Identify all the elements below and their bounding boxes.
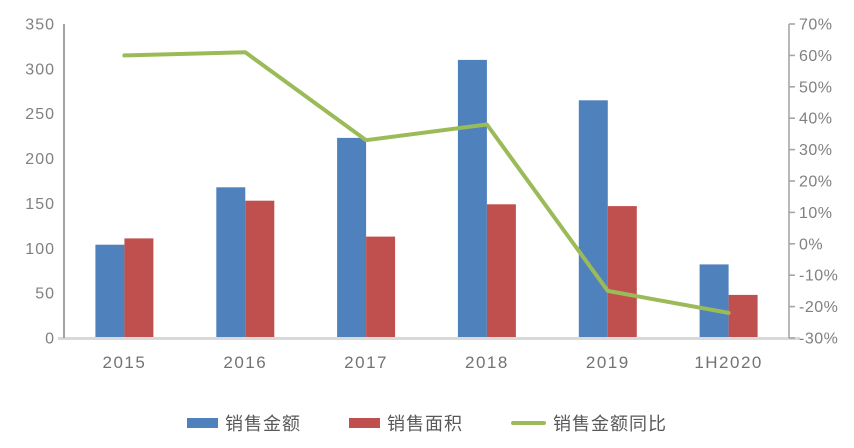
legend-item-sales-area: 销售面积 [349, 410, 463, 436]
sales-area-swatch-icon [349, 418, 380, 428]
right-axis-tick-label: -20% [799, 299, 838, 316]
sales-amount-swatch-icon [187, 418, 218, 428]
chart-legend: 销售金额 销售面积 销售金额同比 [0, 410, 854, 436]
left-axis-tick-label: 250 [25, 106, 55, 123]
right-axis-tick-label: -10% [799, 268, 838, 285]
x-axis-label-2019: 2019 [586, 353, 630, 372]
x-axis-label-2018: 2018 [465, 353, 509, 372]
legend-label-sales-area: 销售面积 [387, 414, 463, 434]
left-axis-tick-label: 0 [45, 331, 55, 348]
bar-sales-amount-2016 [216, 187, 246, 338]
right-axis-tick-label: 20% [799, 174, 833, 191]
right-axis-tick-label: 0% [799, 236, 823, 253]
right-axis-tick-label: -30% [799, 331, 838, 348]
bar-sales-area-2016 [245, 200, 275, 338]
x-axis-label-2017: 2017 [344, 353, 388, 372]
sales-combo-chart: 0 50 100 150 200 250 300 350 -30% -20% -10% 0% 10% 20… [0, 17, 854, 436]
bar-sales-area-1H2020 [728, 294, 758, 338]
x-axis-label-2015: 2015 [102, 353, 146, 372]
right-axis-tick-label: 10% [799, 205, 833, 222]
bar-sales-amount-2019 [578, 100, 608, 338]
legend-item-sales-amount-yoy: 销售金额同比 [511, 410, 667, 436]
left-axis-tick-label: 350 [25, 17, 55, 34]
left-axis-tick-label: 300 [25, 61, 55, 78]
right-axis-tick-label: 40% [799, 111, 833, 128]
right-axis-tick-label: 70% [799, 17, 833, 34]
bar-sales-area-2017 [366, 236, 396, 338]
bar-sales-area-2015 [124, 238, 154, 338]
left-axis-tick-label: 150 [25, 196, 55, 213]
left-axis-tick-label: 100 [25, 241, 55, 258]
x-axis-label-1H2020: 1H2020 [694, 353, 763, 372]
bar-sales-area-2019 [607, 206, 637, 338]
legend-label-sales-amount-yoy: 销售金额同比 [553, 414, 667, 434]
bar-sales-amount-2017 [337, 137, 367, 338]
x-axis-label-2016: 2016 [223, 353, 267, 372]
right-axis-tick-label: 60% [799, 48, 833, 65]
sales-amount-yoy-swatch-icon [511, 421, 546, 425]
bar-sales-amount-2018 [457, 59, 487, 339]
right-axis-tick-label: 30% [799, 142, 833, 159]
bar-sales-amount-1H2020 [699, 264, 729, 338]
left-axis-tick-label: 200 [25, 151, 55, 168]
legend-item-sales-amount: 销售金额 [187, 410, 301, 436]
right-axis-tick-label: 50% [799, 79, 833, 96]
chart-canvas: 0 50 100 150 200 250 300 350 -30% -20% -10% 0% 10% 20… [25, 17, 838, 373]
legend-label-sales-amount: 销售金额 [225, 414, 301, 434]
bar-sales-amount-2015 [95, 244, 125, 338]
line-sales-amount-yoy [122, 50, 731, 315]
bar-sales-area-2018 [486, 204, 516, 338]
left-axis-tick-label: 50 [35, 286, 55, 303]
